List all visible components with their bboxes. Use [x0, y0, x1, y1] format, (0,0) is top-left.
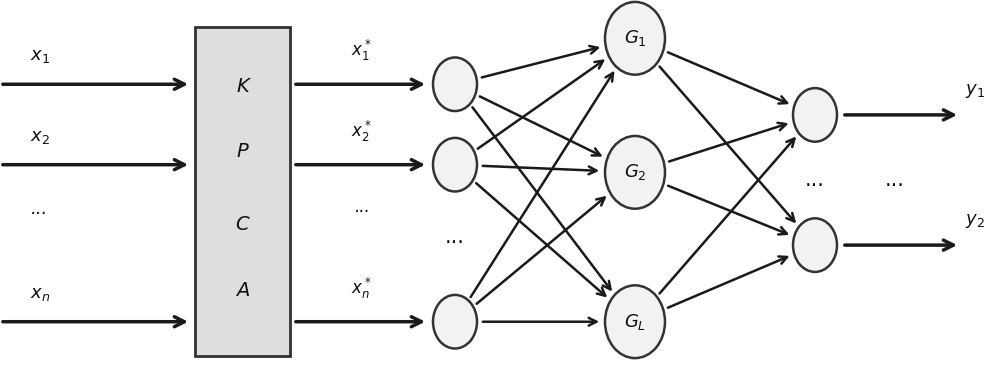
Text: ...: ...	[885, 170, 905, 190]
Text: ...: ...	[31, 200, 49, 218]
Text: $G_1$: $G_1$	[624, 28, 646, 48]
Bar	[195, 27, 290, 356]
Ellipse shape	[605, 136, 665, 209]
Text: $x^*_1$: $x^*_1$	[351, 38, 372, 63]
Ellipse shape	[433, 57, 477, 111]
Ellipse shape	[433, 138, 477, 192]
Text: $y_1$: $y_1$	[965, 82, 985, 100]
Text: ...: ...	[354, 198, 369, 216]
Text: ...: ...	[805, 170, 825, 190]
Text: $x_n$: $x_n$	[30, 285, 50, 303]
Ellipse shape	[433, 295, 477, 349]
Ellipse shape	[605, 285, 665, 358]
Text: A: A	[236, 281, 249, 300]
Text: $x^*_2$: $x^*_2$	[351, 118, 372, 144]
Text: $x^*_n$: $x^*_n$	[351, 275, 372, 301]
Text: ...: ...	[445, 228, 465, 247]
Ellipse shape	[605, 2, 665, 75]
Text: $y_2$: $y_2$	[965, 212, 985, 230]
Text: K: K	[236, 77, 249, 96]
Text: C: C	[236, 215, 249, 234]
Ellipse shape	[793, 88, 837, 142]
Text: $x_1$: $x_1$	[30, 47, 50, 65]
Text: $x_2$: $x_2$	[30, 128, 50, 146]
Text: $G_L$: $G_L$	[624, 312, 646, 332]
Text: P: P	[237, 142, 248, 162]
Ellipse shape	[793, 218, 837, 272]
Text: $G_2$: $G_2$	[624, 162, 646, 182]
